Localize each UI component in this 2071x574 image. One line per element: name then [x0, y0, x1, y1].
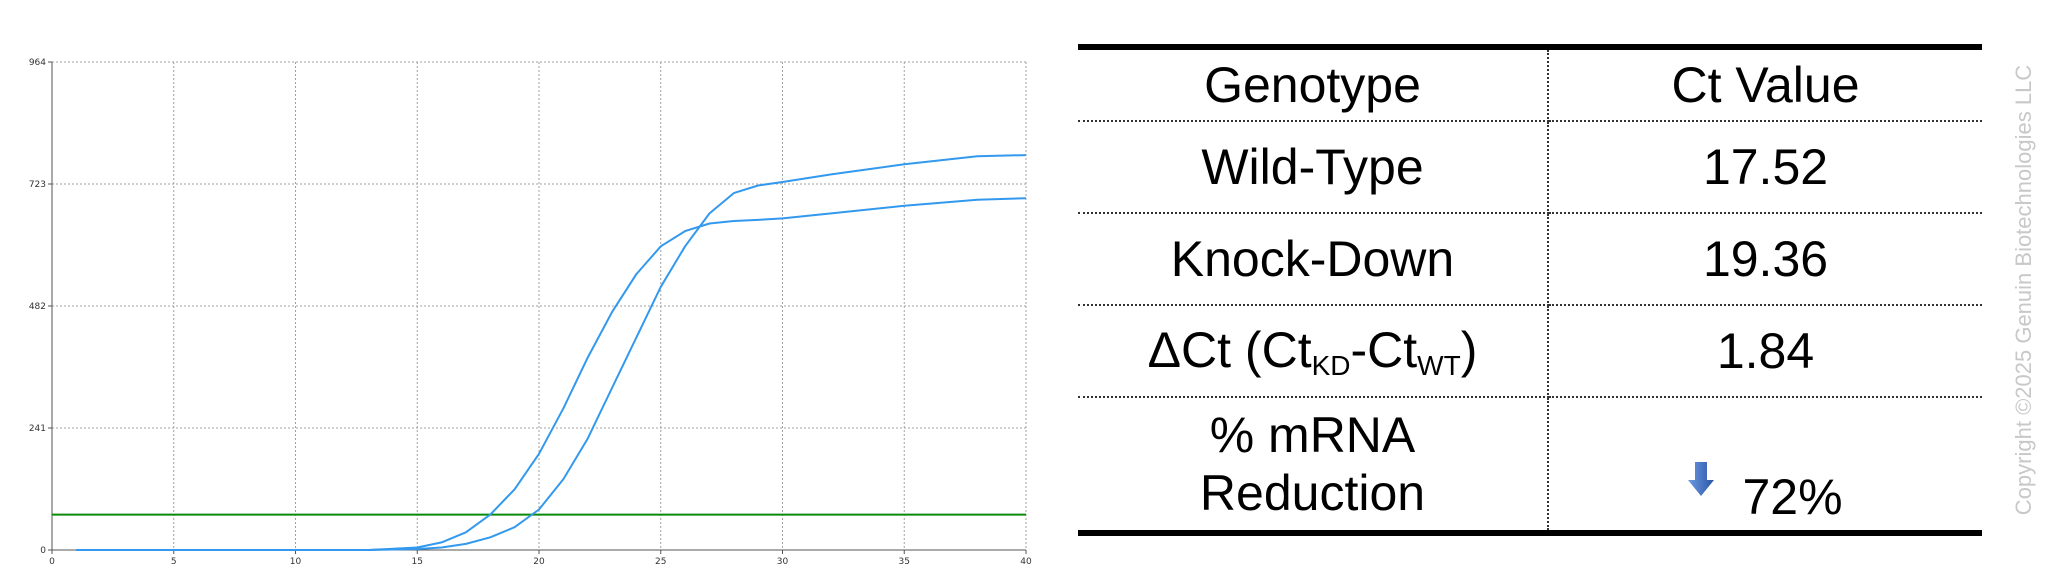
- y-tick-label: 241: [29, 424, 46, 434]
- header-genotype: Genotype: [1078, 47, 1549, 122]
- table-row-wild-type: Wild-Type 17.52: [1078, 121, 1982, 214]
- x-tick-label: 40: [1020, 557, 1032, 567]
- x-tick-label: 5: [171, 557, 177, 567]
- delta-ct-label: ΔCt (CtKD-CtWT): [1078, 305, 1549, 398]
- genotype-label: Wild-Type: [1078, 121, 1549, 214]
- x-tick-label: 0: [49, 557, 55, 567]
- ct-results-table: Genotype Ct Value Wild-Type 17.52 Knock-…: [1078, 44, 1982, 536]
- down-arrow-icon: [1688, 450, 1715, 508]
- amplification-chart: 0 5 10 15 20 25 30 35 40 0 241 482 723 964: [29, 58, 1032, 567]
- ct-value: 17.52: [1548, 121, 1982, 214]
- reduction-label-line2: Reduction: [1199, 465, 1426, 521]
- delta-ct-sub-kd: KD: [1311, 349, 1351, 381]
- x-tick-label: 20: [533, 557, 545, 567]
- delta-ct-sub-wt: WT: [1417, 349, 1461, 381]
- tick-labels: 0 5 10 15 20 25 30 35 40 0 241 482 723 964: [29, 58, 1032, 567]
- ct-value: 19.36: [1548, 213, 1982, 306]
- reduction-value-cell: 72%: [1548, 397, 1982, 533]
- reduction-label: % mRNA Reduction: [1078, 397, 1549, 533]
- delta-ct-prefix: ΔCt (Ct: [1147, 321, 1312, 378]
- y-tick-label: 723: [29, 180, 46, 190]
- delta-ct-value: 1.84: [1548, 305, 1982, 398]
- x-tick-label: 25: [655, 557, 666, 567]
- x-tick-label: 10: [290, 557, 302, 567]
- genotype-label: Knock-Down: [1078, 213, 1549, 306]
- table-row-knock-down: Knock-Down 19.36: [1078, 213, 1982, 306]
- y-tick-label: 0: [40, 546, 46, 556]
- reduction-label-line1: % mRNA: [1209, 407, 1416, 463]
- chart-axes: [48, 61, 1027, 554]
- copyright-watermark: Copyright ©2025 Genuin Biotechnologies L…: [2011, 64, 2036, 516]
- table-header-row: Genotype Ct Value: [1078, 47, 1982, 122]
- table-row-delta-ct: ΔCt (CtKD-CtWT) 1.84: [1078, 305, 1982, 398]
- header-ct-value: Ct Value: [1548, 47, 1982, 122]
- amplification-curve-2: [76, 154, 1027, 551]
- x-tick-label: 30: [777, 557, 789, 567]
- x-tick-label: 15: [412, 557, 423, 567]
- chart-grid: [52, 61, 1027, 550]
- amplification-curve-1: [76, 197, 1027, 551]
- reduction-value: 72%: [1742, 469, 1843, 525]
- x-tick-label: 35: [899, 557, 910, 567]
- delta-ct-mid: -Ct: [1350, 321, 1418, 378]
- curve-series: [52, 154, 1027, 551]
- delta-ct-suffix: ): [1460, 321, 1478, 378]
- y-tick-label: 482: [29, 302, 46, 312]
- y-tick-label: 964: [29, 58, 46, 68]
- table-row-mrna-reduction: % mRNA Reduction 72%: [1078, 397, 1982, 533]
